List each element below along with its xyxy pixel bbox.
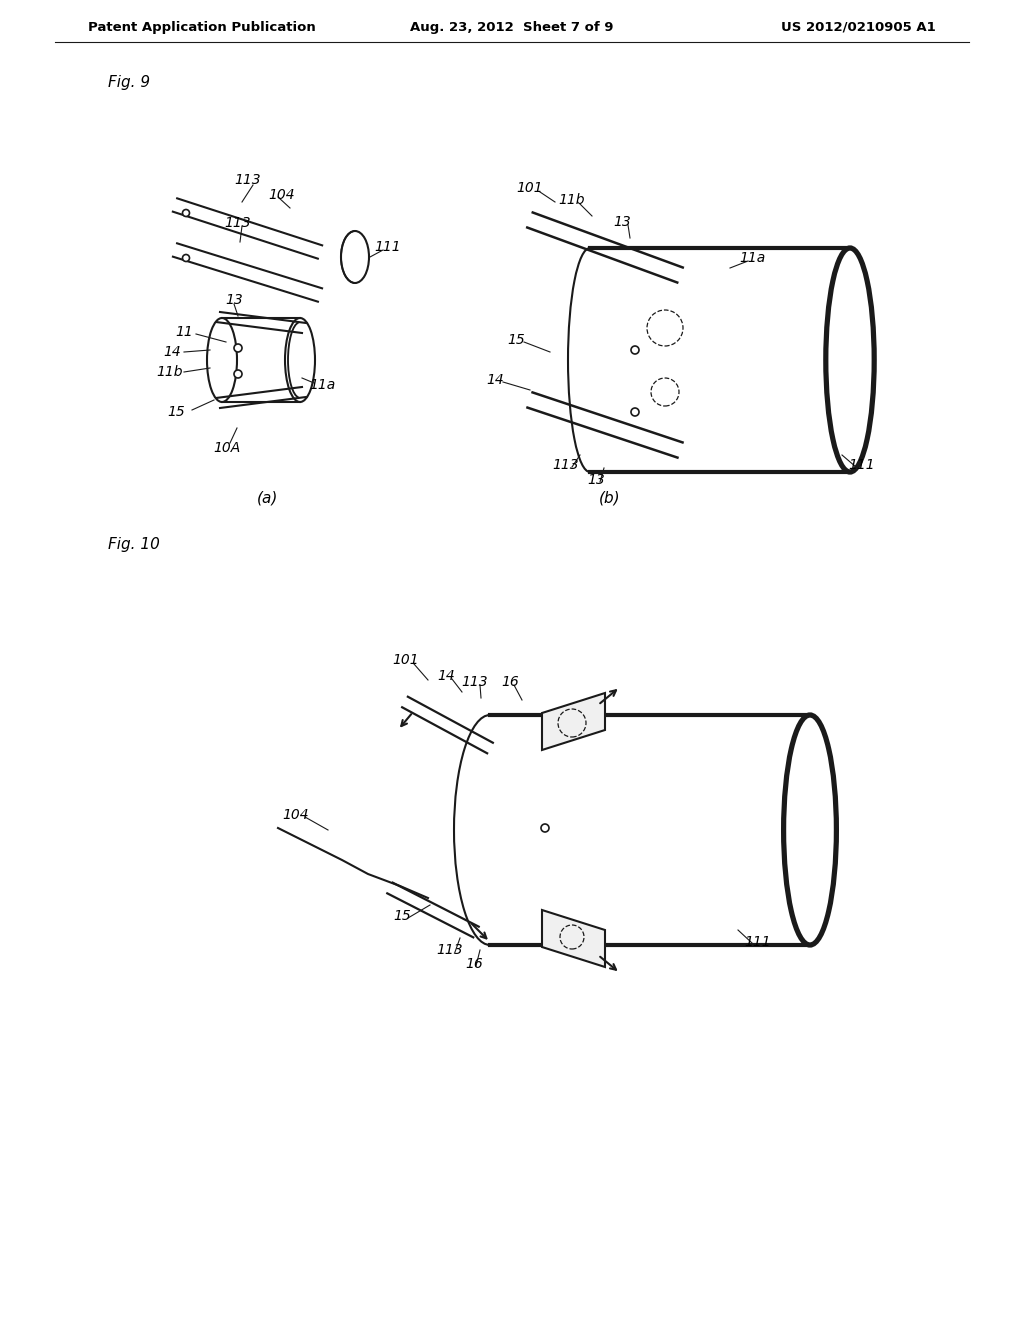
Text: Fig. 10: Fig. 10 — [108, 537, 160, 553]
Circle shape — [234, 345, 242, 352]
Circle shape — [234, 370, 242, 378]
Circle shape — [631, 346, 639, 354]
Text: 15: 15 — [393, 909, 411, 923]
Ellipse shape — [341, 231, 369, 282]
Ellipse shape — [783, 715, 837, 945]
Text: 16: 16 — [465, 957, 483, 972]
Text: 10A: 10A — [213, 441, 241, 455]
Text: 111: 111 — [744, 935, 771, 949]
Text: Fig. 9: Fig. 9 — [108, 75, 151, 91]
Text: 11a: 11a — [309, 378, 335, 392]
Text: 15: 15 — [167, 405, 185, 418]
Ellipse shape — [568, 248, 612, 473]
Text: 13: 13 — [225, 293, 243, 308]
Text: Patent Application Publication: Patent Application Publication — [88, 21, 315, 33]
Text: 111: 111 — [375, 240, 401, 253]
Circle shape — [182, 255, 189, 261]
Circle shape — [182, 210, 189, 216]
Polygon shape — [222, 318, 300, 403]
Text: 113: 113 — [224, 216, 251, 230]
Circle shape — [541, 824, 549, 832]
Text: 113: 113 — [436, 942, 463, 957]
Text: Aug. 23, 2012  Sheet 7 of 9: Aug. 23, 2012 Sheet 7 of 9 — [411, 21, 613, 33]
Circle shape — [631, 408, 639, 416]
Text: 11b: 11b — [559, 193, 586, 207]
Polygon shape — [490, 715, 810, 945]
Ellipse shape — [825, 248, 874, 473]
Text: 104: 104 — [268, 187, 295, 202]
Text: (a): (a) — [257, 491, 279, 506]
Text: 13: 13 — [587, 473, 605, 487]
Text: 11a: 11a — [739, 251, 765, 265]
Text: 13: 13 — [613, 215, 631, 228]
Polygon shape — [590, 248, 850, 473]
Text: (b): (b) — [599, 491, 621, 506]
Ellipse shape — [466, 715, 514, 945]
Text: 113: 113 — [234, 173, 261, 187]
Text: 14: 14 — [163, 345, 181, 359]
Text: 15: 15 — [507, 333, 525, 347]
Polygon shape — [542, 909, 605, 968]
Text: 113: 113 — [553, 458, 580, 473]
Text: 14: 14 — [486, 374, 504, 387]
Text: US 2012/0210905 A1: US 2012/0210905 A1 — [781, 21, 936, 33]
Text: 101: 101 — [392, 653, 419, 667]
Text: 14: 14 — [437, 669, 455, 682]
Text: 111: 111 — [849, 458, 876, 473]
Text: 101: 101 — [517, 181, 544, 195]
Text: 11b: 11b — [157, 366, 183, 379]
Ellipse shape — [207, 318, 237, 403]
Ellipse shape — [285, 318, 315, 403]
Text: 104: 104 — [283, 808, 309, 822]
Text: 16: 16 — [501, 675, 519, 689]
Text: 11: 11 — [175, 325, 193, 339]
Polygon shape — [542, 693, 605, 750]
Text: 113: 113 — [462, 675, 488, 689]
